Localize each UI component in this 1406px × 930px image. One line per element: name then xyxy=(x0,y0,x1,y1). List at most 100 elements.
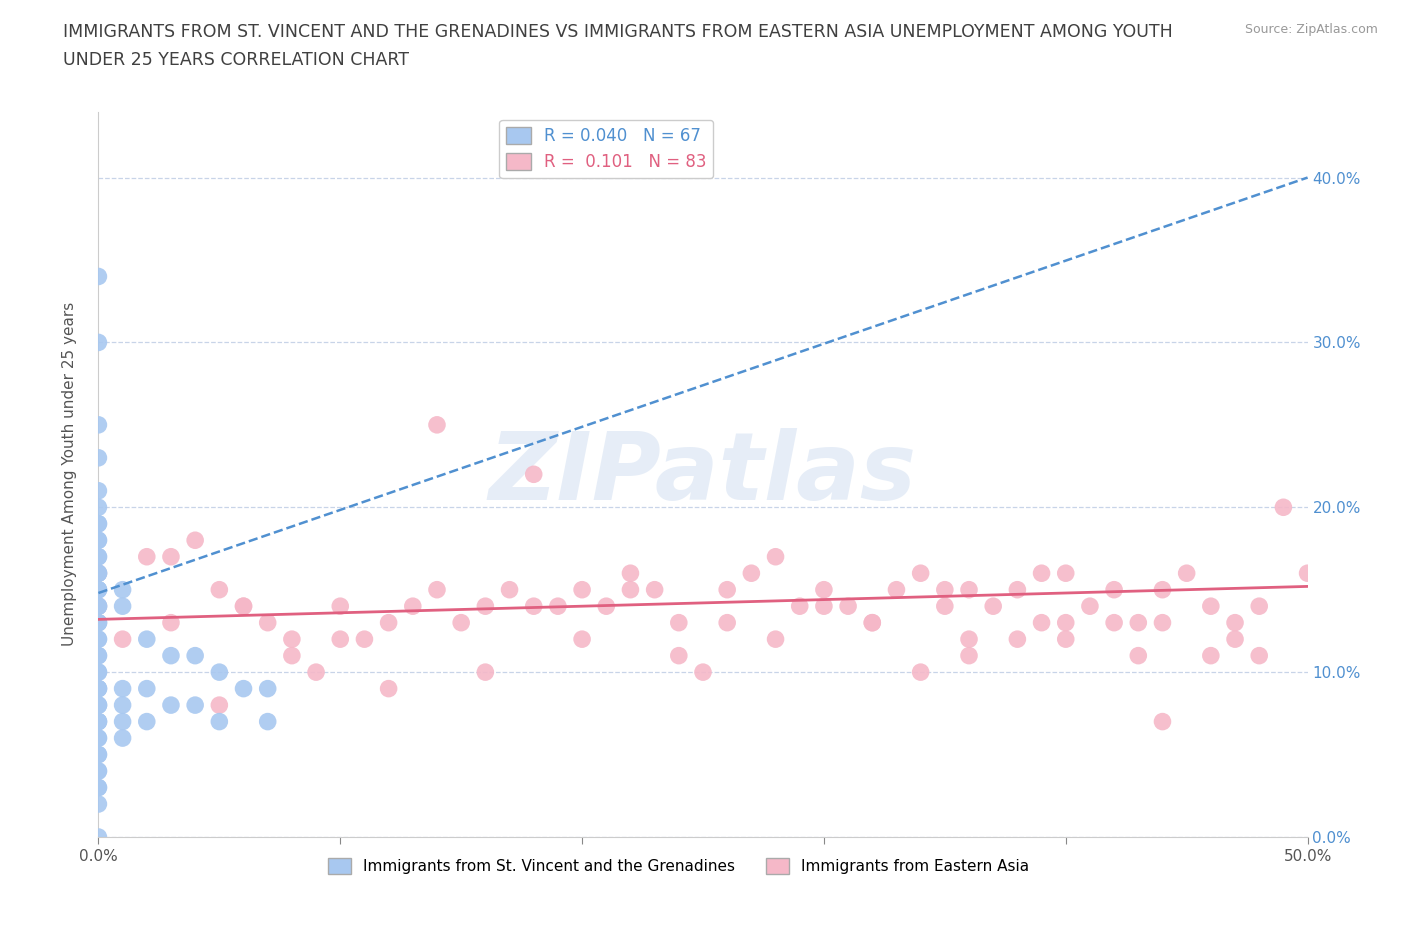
Point xyxy=(87,599,110,614)
Point xyxy=(87,665,110,680)
Point xyxy=(208,714,231,729)
Point xyxy=(87,565,110,580)
Point xyxy=(1102,582,1125,597)
Point xyxy=(329,631,352,646)
Point xyxy=(111,714,134,729)
Point xyxy=(87,616,110,631)
Point xyxy=(474,665,496,680)
Point xyxy=(329,599,352,614)
Point xyxy=(87,599,110,614)
Point xyxy=(957,648,980,663)
Point xyxy=(1152,714,1174,729)
Point xyxy=(1128,616,1150,631)
Point xyxy=(1078,599,1101,614)
Point xyxy=(87,731,110,746)
Point xyxy=(184,648,207,663)
Point xyxy=(716,616,738,631)
Point xyxy=(1199,648,1222,663)
Point xyxy=(87,582,110,597)
Point xyxy=(87,747,110,762)
Point xyxy=(402,599,425,614)
Point xyxy=(837,599,859,614)
Point xyxy=(208,698,231,712)
Point xyxy=(547,599,569,614)
Point xyxy=(160,616,183,631)
Point xyxy=(135,631,157,646)
Point xyxy=(87,714,110,729)
Point xyxy=(789,599,811,614)
Point xyxy=(716,582,738,597)
Point xyxy=(87,764,110,778)
Point xyxy=(1007,631,1029,646)
Point xyxy=(87,631,110,646)
Point xyxy=(87,698,110,712)
Point xyxy=(813,599,835,614)
Point xyxy=(910,665,932,680)
Point xyxy=(619,582,641,597)
Point xyxy=(87,665,110,680)
Point xyxy=(692,665,714,680)
Point xyxy=(353,631,375,646)
Point xyxy=(87,616,110,631)
Point xyxy=(1054,616,1077,631)
Point xyxy=(1223,631,1246,646)
Point xyxy=(87,269,110,284)
Point xyxy=(740,565,762,580)
Point xyxy=(813,582,835,597)
Text: IMMIGRANTS FROM ST. VINCENT AND THE GRENADINES VS IMMIGRANTS FROM EASTERN ASIA U: IMMIGRANTS FROM ST. VINCENT AND THE GREN… xyxy=(63,23,1173,41)
Point xyxy=(87,714,110,729)
Point xyxy=(87,550,110,565)
Point xyxy=(135,550,157,565)
Point xyxy=(87,714,110,729)
Point xyxy=(160,698,183,712)
Point xyxy=(256,714,278,729)
Point xyxy=(256,616,278,631)
Point xyxy=(1007,582,1029,597)
Point xyxy=(87,747,110,762)
Point xyxy=(111,731,134,746)
Point xyxy=(1031,616,1053,631)
Point xyxy=(886,582,908,597)
Point xyxy=(474,599,496,614)
Point xyxy=(87,565,110,580)
Point xyxy=(450,616,472,631)
Point xyxy=(87,698,110,712)
Point xyxy=(1249,648,1271,663)
Point xyxy=(87,780,110,795)
Point xyxy=(87,550,110,565)
Y-axis label: Unemployment Among Youth under 25 years: Unemployment Among Youth under 25 years xyxy=(62,302,77,646)
Point xyxy=(87,648,110,663)
Point xyxy=(1223,616,1246,631)
Point xyxy=(957,631,980,646)
Point xyxy=(571,582,593,597)
Point xyxy=(135,681,157,696)
Point xyxy=(87,450,110,465)
Point xyxy=(595,599,617,614)
Point xyxy=(860,616,883,631)
Point xyxy=(111,582,134,597)
Point xyxy=(87,533,110,548)
Point xyxy=(426,418,449,432)
Point xyxy=(87,830,110,844)
Point xyxy=(957,582,980,597)
Point xyxy=(87,484,110,498)
Point xyxy=(87,681,110,696)
Point xyxy=(87,631,110,646)
Point xyxy=(87,516,110,531)
Point xyxy=(87,418,110,432)
Point xyxy=(1296,565,1319,580)
Point xyxy=(1199,599,1222,614)
Point xyxy=(87,616,110,631)
Point xyxy=(87,599,110,614)
Point xyxy=(87,582,110,597)
Point xyxy=(305,665,328,680)
Point xyxy=(232,681,254,696)
Point xyxy=(87,797,110,812)
Text: UNDER 25 YEARS CORRELATION CHART: UNDER 25 YEARS CORRELATION CHART xyxy=(63,51,409,69)
Point xyxy=(281,631,304,646)
Point xyxy=(619,565,641,580)
Point xyxy=(256,681,278,696)
Point xyxy=(281,648,304,663)
Point xyxy=(87,533,110,548)
Point xyxy=(87,582,110,597)
